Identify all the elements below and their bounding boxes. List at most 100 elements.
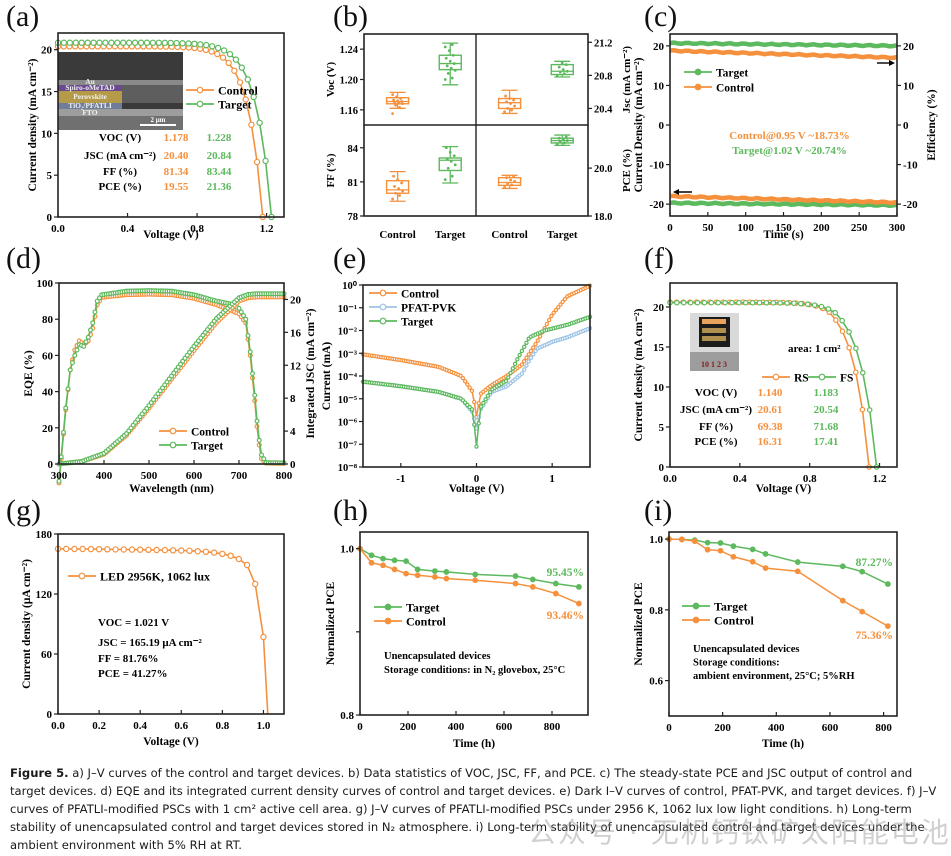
data-point-fs [701,299,708,306]
y-tick-label: 20 [653,302,665,314]
data-point-pfat-pvk [531,352,536,357]
box-point-target [560,61,564,65]
box-point-control [401,102,404,106]
box-point-target [450,174,454,178]
data-point-fs [818,303,825,310]
y-axis-label: Current density (mA cm⁻²) [27,58,39,191]
data-point-target [214,44,222,52]
data-point-control [528,348,534,354]
arrow-left-head [673,189,679,195]
legend-led-label: LED 2956K, 1062 lux [100,570,210,584]
data-point-control [519,362,525,367]
plot-frame [669,33,898,217]
data-point-1 [247,349,253,355]
y-tick-label: 40 [42,387,54,399]
box-point-target [565,139,569,142]
box-point-target [450,43,454,47]
box-point-control [400,100,403,103]
data-point-control [884,623,891,630]
table-row-label: FF (%) [699,421,733,433]
data-point-led [161,546,169,554]
y-tick-label: 10⁻⁷ [338,440,357,451]
data-point-fs [687,299,694,306]
box-point-control [504,94,507,98]
data-point-control [546,317,552,323]
data-point-target [730,543,737,550]
data-point-control [762,565,769,571]
x-tick-label: 0.0 [51,223,65,235]
box-point-target [453,163,457,167]
y2-tick-label: 0 [290,459,296,471]
box-point-target [443,78,447,81]
y-tick-label: 1.24 [340,45,359,56]
data-point-target [203,41,210,49]
data-point-fs [763,299,770,306]
data-point-target [512,361,518,367]
y-tick-label: -20 [649,199,664,211]
legend-control-label: Control [401,289,439,301]
box-point-target [445,64,449,68]
annotation-area: area: 1 cm² [788,343,841,355]
table-value-rs: 69.38 [758,421,783,433]
box-point-target [555,142,559,146]
legend-target-label: Target [401,317,433,329]
inset-layer-label: Perovskite [73,92,107,101]
data-point-target [794,559,801,565]
y-tick-label: 80 [42,314,54,326]
legend-pfat-pvk-marker [379,303,387,311]
legend-control-label: Control [191,427,229,439]
data-point-led [120,546,127,553]
x-tick-label: 200 [400,721,417,733]
y-axis-label: Current density (mA cm⁻²) [633,308,645,441]
y2-tick-label: 18.0 [594,212,612,223]
data-point-target [510,366,516,371]
x-axis-label: Voltage (V) [756,483,812,495]
data-point-target [108,39,115,46]
data-point-fs [756,299,763,306]
end-label-control: 75.36% [856,630,893,642]
y-tick-label: 120 [36,589,53,601]
box-point-control [392,98,395,102]
annotation-control: Control@0.95 V ~18.73% [729,130,849,142]
legend-target-label: Target [714,600,748,614]
legend-pfat-pvk-label: PFAT-PVK [401,303,456,315]
annotation-metric: PCE = 41.27% [98,668,168,680]
data-point-fs [866,407,873,413]
x-tick-label: 0.6 [174,720,188,732]
data-point-pfat-pvk [519,371,525,376]
data-point-target [524,340,529,345]
box-point-control [398,194,401,197]
x-tick-label: 0.8 [190,223,204,235]
data-point-control [859,608,866,615]
data-point-fs [811,302,818,308]
box-point-control [391,112,394,116]
x-tick-label: 0.0 [51,720,65,732]
data-point-target [512,573,519,579]
data-point-led [112,546,119,553]
box-point-control [506,107,509,110]
box-point-target [558,70,562,74]
data-point-fs [722,299,728,306]
legend-target-marker [196,100,204,108]
data-point-led [104,546,111,553]
data-point-target [173,39,180,47]
data-point-control [472,399,477,405]
box-point-target [450,76,454,80]
data-point-control [562,296,568,302]
data-point-led [79,545,86,553]
table-row-label: JSC (mA cm⁻²) [680,404,752,416]
legend-control-label: Control [218,84,258,98]
data-point-led [169,547,177,554]
x-tick-label: 150 [775,222,792,234]
y-tick-label: 5 [47,170,53,182]
panel-label-i: (i) [644,494,673,527]
x-tick-label: 1 [549,473,555,485]
x-tick-label: 800 [875,722,892,734]
table-value-rs: 1.140 [758,387,783,399]
data-point-fs [784,300,790,306]
data-point-led [260,633,267,641]
data-point-fs [853,345,859,352]
data-point-target [90,39,97,46]
box-point-target [557,136,561,140]
